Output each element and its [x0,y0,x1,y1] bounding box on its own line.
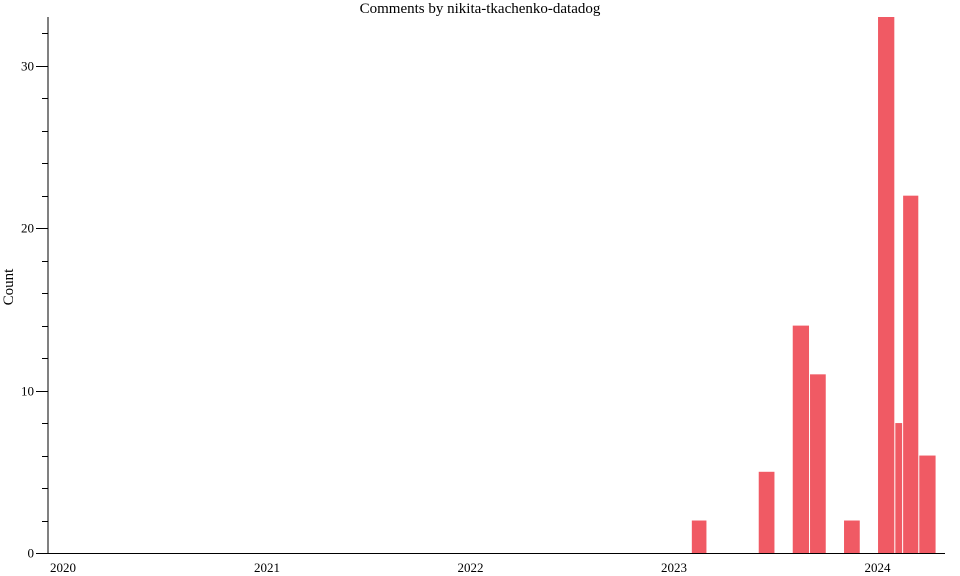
y-tick-label: 0 [28,546,35,561]
y-tick-label: 10 [21,384,34,399]
x-tick-label: 2023 [661,560,687,575]
bars-group [691,17,936,553]
x-tick-label: 2020 [50,560,76,575]
bar-2 [758,471,775,553]
x-tick-label: 2021 [254,560,280,575]
bar-5 [844,520,860,553]
bar-7 [895,423,903,553]
bar-1 [691,520,707,553]
y-axis-label: Count [1,268,17,306]
bar-6 [878,17,895,553]
y-axis: 0 10 20 30 [21,17,49,561]
bar-4 [810,374,826,553]
y-tick-label: 30 [21,59,34,74]
chart-title: Comments by nikita-tkachenko-datadog [360,1,601,17]
bar-9 [919,455,936,553]
bar-3 [792,325,810,553]
y-tick-label: 20 [21,221,34,236]
x-tick-label: 2024 [865,560,892,575]
x-tick-label: 2022 [458,560,484,575]
x-axis: 2020 2021 2022 2023 2024 [48,553,945,575]
bar-8 [903,195,919,553]
